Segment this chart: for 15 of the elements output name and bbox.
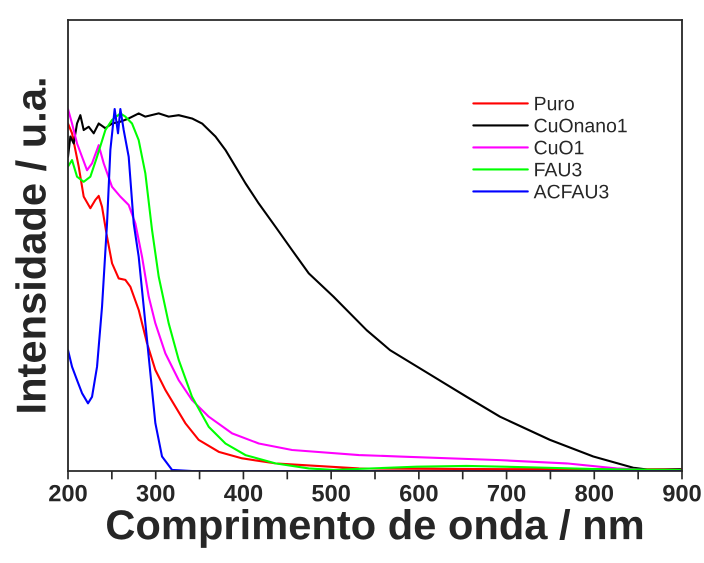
x-tick-label: 900: [663, 484, 701, 502]
y-axis-title: Intensidade / u.a.: [15, 79, 46, 412]
x-tick-label: 600: [400, 484, 438, 502]
x-tick-label: 500: [312, 484, 350, 502]
x-tick-label: 300: [136, 484, 174, 502]
x-tick-label: 400: [224, 484, 262, 502]
legend-label: Puro: [535, 96, 574, 110]
legend-label: CuOnano1: [534, 118, 627, 132]
legend-label: CuO1: [534, 140, 584, 154]
legend-label: ACFAU3: [534, 184, 608, 198]
legend-label: FAU3: [535, 162, 582, 176]
x-tick-label: 200: [49, 484, 87, 502]
x-axis-title: Comprimento de onda / nm: [107, 508, 642, 548]
x-tick-label: 800: [575, 484, 614, 502]
x-tick-label: 700: [488, 484, 526, 502]
